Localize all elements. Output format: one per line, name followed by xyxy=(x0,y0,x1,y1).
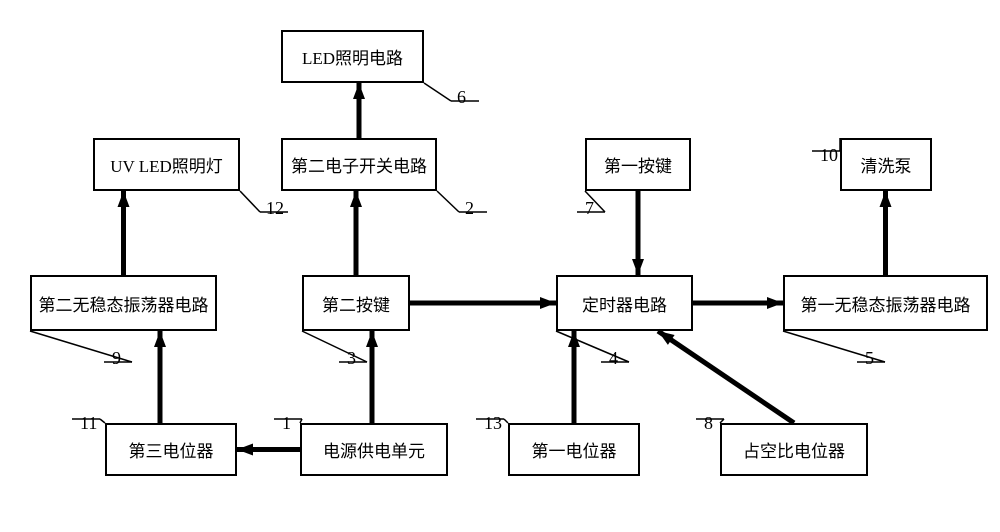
block-pump: 清洗泵 xyxy=(840,138,932,191)
block-pot1: 第一电位器 xyxy=(508,423,640,476)
block-power: 电源供电单元 xyxy=(300,423,448,476)
ref-num-pump: 10 xyxy=(820,145,838,166)
ref-num-osc2: 9 xyxy=(112,348,121,369)
block-btn1: 第一按键 xyxy=(585,138,691,191)
ref-num-pot1: 13 xyxy=(484,413,502,434)
ref-num-timer: 4 xyxy=(609,348,618,369)
ref-num-btn2: 3 xyxy=(347,348,356,369)
ref-num-power: 1 xyxy=(282,413,291,434)
block-sw2: 第二电子开关电路 xyxy=(281,138,437,191)
ref-num-pot3: 11 xyxy=(80,413,97,434)
ref-num-sw2: 2 xyxy=(465,198,474,219)
block-osc2: 第二无稳态振荡器电路 xyxy=(30,275,217,331)
block-led_light: LED照明电路 xyxy=(281,30,424,83)
block-pot3: 第三电位器 xyxy=(105,423,237,476)
ref-num-osc1: 5 xyxy=(865,348,874,369)
ref-num-btn1: 7 xyxy=(585,198,594,219)
block-pot_duty: 占空比电位器 xyxy=(720,423,868,476)
ref-num-led_light: 6 xyxy=(457,87,466,108)
block-timer: 定时器电路 xyxy=(556,275,693,331)
block-uv_led: UV LED照明灯 xyxy=(93,138,240,191)
ref-num-uv_led: 12 xyxy=(266,198,284,219)
block-btn2: 第二按键 xyxy=(302,275,410,331)
ref-num-pot_duty: 8 xyxy=(704,413,713,434)
block-osc1: 第一无稳态振荡器电路 xyxy=(783,275,988,331)
